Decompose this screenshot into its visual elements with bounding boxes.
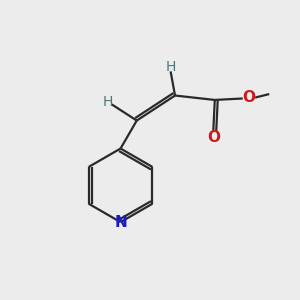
Text: H: H xyxy=(166,60,176,74)
Text: N: N xyxy=(114,214,127,230)
Text: H: H xyxy=(102,95,113,109)
Text: O: O xyxy=(243,90,256,105)
Text: O: O xyxy=(207,130,220,145)
